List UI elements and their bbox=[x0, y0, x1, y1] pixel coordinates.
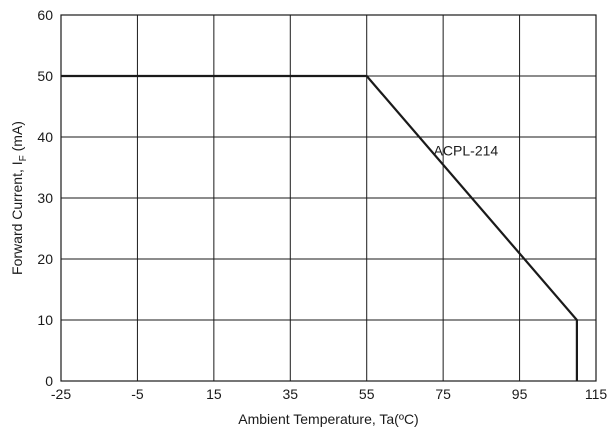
y-tick-label: 40 bbox=[37, 129, 53, 145]
x-tick-label: 55 bbox=[359, 386, 375, 402]
y-axis-label-unit: (mA) bbox=[9, 121, 25, 155]
y-tick-label: 0 bbox=[45, 373, 53, 389]
x-tick-label: 115 bbox=[585, 386, 608, 402]
x-tick-label: 75 bbox=[435, 386, 451, 402]
y-tick-label: 20 bbox=[37, 251, 53, 267]
x-tick-label: -25 bbox=[51, 386, 71, 402]
x-tick-label: -5 bbox=[131, 386, 144, 402]
y-tick-labels: 0 10 20 30 40 50 60 bbox=[37, 7, 53, 389]
x-tick-label: 15 bbox=[206, 386, 222, 402]
y-axis-label: Forward Current, IF (mA) bbox=[9, 121, 29, 275]
y-tick-label: 60 bbox=[37, 7, 53, 23]
x-tick-label: 35 bbox=[282, 386, 298, 402]
series-layer bbox=[61, 76, 577, 381]
annotations: ACPL-214 bbox=[434, 142, 499, 158]
y-tick-label: 50 bbox=[37, 68, 53, 84]
y-tick-label: 30 bbox=[37, 190, 53, 206]
y-axis-label-main: Forward Current, I bbox=[9, 161, 25, 275]
x-tick-labels: -25 -5 15 35 55 75 95 115 bbox=[51, 386, 607, 402]
y-tick-label: 10 bbox=[37, 312, 53, 328]
grid bbox=[61, 15, 596, 381]
series-annotation-label: ACPL-214 bbox=[434, 142, 499, 158]
x-axis-label: Ambient Temperature, Ta(ºC) bbox=[238, 411, 418, 427]
x-tick-label: 95 bbox=[512, 386, 528, 402]
series-line bbox=[61, 76, 577, 381]
